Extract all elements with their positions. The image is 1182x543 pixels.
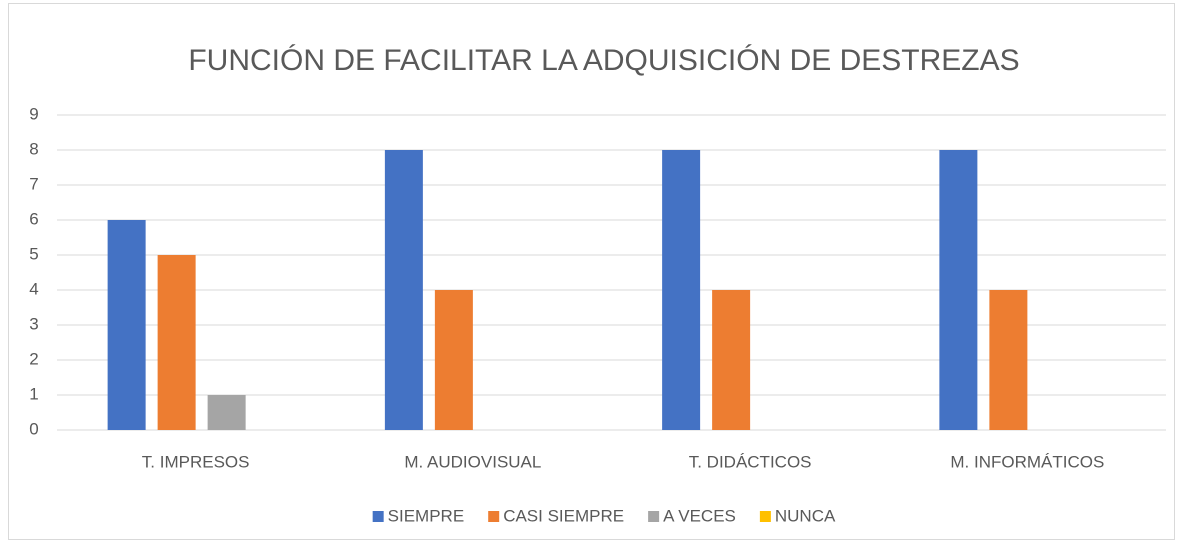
y-tick-label: 6 (29, 209, 38, 228)
bar (207, 395, 246, 430)
bar (712, 290, 751, 430)
y-tick-label: 1 (29, 384, 38, 403)
x-tick-label: T. IMPRESOS (142, 452, 250, 471)
chart-title: FUNCIÓN DE FACILITAR LA ADQUISICIÓN DE D… (188, 44, 1019, 77)
legend-label: SIEMPRE (388, 506, 465, 525)
legend-label: A VECES (663, 506, 736, 525)
bar (434, 290, 473, 430)
legend-swatch (372, 511, 384, 522)
y-tick-label: 2 (29, 349, 38, 368)
y-tick-label: 4 (29, 279, 38, 298)
bar (157, 255, 196, 430)
bar (384, 150, 423, 430)
bar (989, 290, 1028, 430)
y-tick-label: 0 (29, 419, 38, 438)
chart-frame (8, 3, 1175, 540)
x-tick-label: M. AUDIOVISUAL (404, 452, 541, 471)
bar (107, 220, 146, 430)
bar (662, 150, 701, 430)
y-tick-label: 5 (29, 244, 38, 263)
y-tick-label: 7 (29, 174, 38, 193)
x-tick-label: T. DIDÁCTICOS (689, 452, 812, 471)
legend-swatch (759, 511, 771, 522)
legend-label: NUNCA (775, 506, 836, 525)
y-tick-label: 9 (29, 104, 38, 123)
bar (939, 150, 978, 430)
legend-swatch (648, 511, 660, 522)
legend-label: CASI SIEMPRE (503, 506, 624, 525)
y-tick-label: 3 (29, 314, 38, 333)
y-tick-label: 8 (29, 139, 38, 158)
legend-swatch (488, 511, 500, 522)
x-tick-label: M. INFORMÁTICOS (950, 452, 1104, 471)
